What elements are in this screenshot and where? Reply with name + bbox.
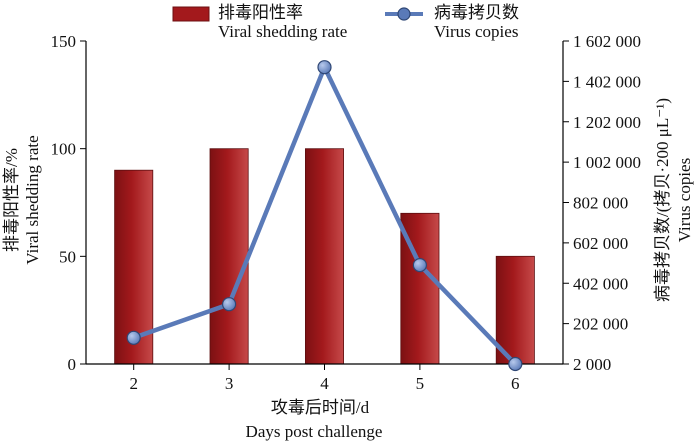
y-right-tick-label: 2 000 <box>573 355 611 374</box>
legend: 排毒阳性率 Viral shedding rate 病毒拷贝数 Virus co… <box>172 3 519 41</box>
y-left-title-en: Viral shedding rate <box>23 135 42 264</box>
virus-copies-point <box>222 297 237 312</box>
legend-line-label-en: Virus copies <box>434 22 518 41</box>
y-right-tick-label: 1 402 000 <box>573 72 641 91</box>
y-right-title-cn: 病毒拷贝数/(拷贝·200 μL⁻¹) <box>653 98 672 302</box>
y-right-tick-label: 402 000 <box>573 274 628 293</box>
legend-bar-swatch <box>172 6 210 22</box>
legend-bar-label-en: Viral shedding rate <box>218 22 347 41</box>
virus-copies-point <box>412 258 427 273</box>
y-right-tick-label: 802 000 <box>573 194 628 213</box>
virus-copies-point <box>317 60 332 75</box>
plot-area: 0 50 100 150 2 000 202 000 402 000 602 000 802 0… <box>51 32 642 393</box>
virus-copies-point <box>126 330 141 345</box>
bar <box>209 148 249 365</box>
virus-copies-point <box>508 356 523 372</box>
legend-line-marker <box>397 7 411 21</box>
y-right-tick-label: 1 002 000 <box>573 153 641 172</box>
y-left-tick-label: 0 <box>68 355 77 374</box>
x-tick-label: 3 <box>225 374 234 393</box>
y-right-title-en: Virus copies <box>675 158 694 242</box>
x-tick-label: 4 <box>320 374 329 393</box>
y-left-tick-label: 50 <box>59 247 76 266</box>
y-right-tick-label: 602 000 <box>573 234 628 253</box>
x-tick-label: 2 <box>129 374 138 393</box>
y-left-tick-label: 150 <box>51 32 77 51</box>
legend-line-label-cn: 病毒拷贝数 <box>434 3 519 22</box>
legend-bar-label-cn: 排毒阳性率 <box>218 3 303 22</box>
y-left-tick-label: 100 <box>51 140 77 159</box>
x-axis-title-en: Days post challenge <box>246 422 383 441</box>
y-right-tick-label: 1 202 000 <box>573 113 641 132</box>
bar <box>304 148 344 365</box>
y-left-title-cn: 排毒阳性率/% <box>2 148 21 252</box>
x-tick-label: 6 <box>511 374 520 393</box>
y-right-tick-label: 202 000 <box>573 315 628 334</box>
x-axis-title-cn: 攻毒后时间/d <box>271 398 370 417</box>
y-right-tick-label: 1 602 000 <box>573 32 641 51</box>
x-tick-label: 5 <box>416 374 425 393</box>
